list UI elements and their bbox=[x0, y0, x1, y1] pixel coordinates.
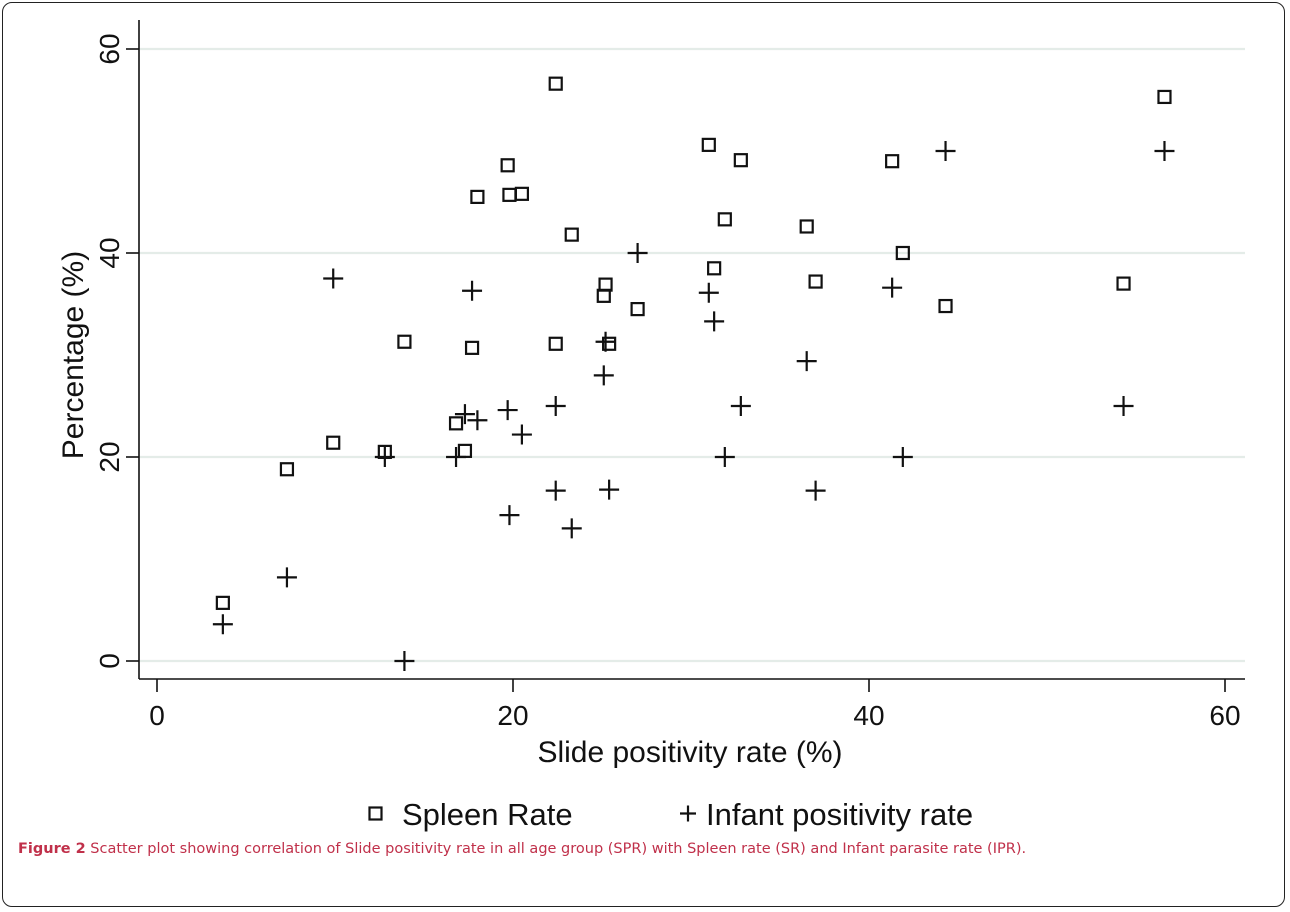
point-infant-positivity-rate-14 bbox=[561, 518, 582, 539]
point-spleen-rate-13 bbox=[548, 76, 563, 91]
legend: Spleen Rate Infant positivity rate bbox=[368, 797, 973, 832]
caption-text: Scatter plot showing correlation of Slid… bbox=[85, 841, 1027, 857]
point-infant-positivity-rate-24 bbox=[805, 480, 826, 501]
point-infant-positivity-rate-6 bbox=[454, 404, 475, 425]
point-spleen-rate-7 bbox=[464, 340, 480, 355]
x-tick-label-60: 60 bbox=[1209, 700, 1240, 731]
point-infant-positivity-rate-11 bbox=[511, 424, 532, 445]
point-spleen-rate-26 bbox=[895, 245, 910, 261]
point-infant-positivity-rate-10 bbox=[499, 505, 520, 526]
point-spleen-rate-16 bbox=[598, 277, 613, 292]
point-infant-positivity-rate-28 bbox=[1113, 396, 1134, 416]
axes bbox=[126, 20, 1245, 692]
point-infant-positivity-rate-18 bbox=[627, 243, 648, 263]
point-infant-positivity-rate-21 bbox=[714, 447, 735, 467]
legend-marker-infant-positivity-rate bbox=[680, 805, 696, 822]
point-infant-positivity-rate-3 bbox=[374, 447, 395, 467]
point-infant-positivity-rate-2 bbox=[323, 268, 344, 289]
grid-lines bbox=[139, 47, 1245, 663]
y-tick-label-60: 60 bbox=[94, 33, 125, 64]
x-tick-label-40: 40 bbox=[853, 700, 884, 731]
point-spleen-rate-0 bbox=[215, 595, 230, 610]
x-axis-label: Slide positivity rate (%) bbox=[537, 736, 842, 769]
legend-label-infant-positivity-rate: Infant positivity rate bbox=[706, 797, 973, 832]
point-spleen-rate-6 bbox=[457, 443, 473, 458]
point-infant-positivity-rate-13 bbox=[545, 480, 566, 501]
point-spleen-rate-28 bbox=[1116, 276, 1131, 291]
point-infant-positivity-rate-4 bbox=[394, 651, 415, 671]
point-spleen-rate-5 bbox=[448, 416, 464, 431]
point-infant-positivity-rate-17 bbox=[599, 479, 620, 500]
legend-marker-spleen-rate bbox=[368, 806, 383, 821]
point-infant-positivity-rate-7 bbox=[462, 280, 483, 301]
point-infant-positivity-rate-20 bbox=[704, 311, 725, 332]
point-spleen-rate-27 bbox=[938, 298, 953, 314]
point-infant-positivity-rate-19 bbox=[698, 282, 719, 303]
point-spleen-rate-22 bbox=[733, 153, 748, 168]
figure-caption: Figure 2 Scatter plot showing correlatio… bbox=[18, 838, 1270, 861]
caption-label: Figure 2 bbox=[18, 841, 86, 857]
point-spleen-rate-25 bbox=[885, 154, 900, 169]
point-infant-positivity-rate-16 bbox=[595, 331, 616, 352]
y-axis-label: Percentage (%) bbox=[57, 251, 90, 459]
point-spleen-rate-18 bbox=[630, 302, 645, 317]
point-infant-positivity-rate-23 bbox=[796, 351, 817, 372]
y-tick-label-40: 40 bbox=[94, 237, 125, 268]
point-infant-positivity-rate-25 bbox=[882, 277, 903, 298]
x-tick-label-0: 0 bbox=[149, 700, 165, 731]
point-infant-positivity-rate-27 bbox=[935, 141, 956, 161]
point-spleen-rate-20 bbox=[707, 261, 722, 276]
point-infant-positivity-rate-22 bbox=[730, 396, 751, 416]
point-spleen-rate-19 bbox=[701, 137, 716, 152]
legend-label-spleen-rate: Spleen Rate bbox=[402, 797, 573, 832]
point-infant-positivity-rate-12 bbox=[545, 396, 566, 416]
point-infant-positivity-rate-8 bbox=[467, 410, 488, 431]
scatter-chart: 0 20 40 60 0 20 40 60 Slide positivity rate (%)… bbox=[57, 20, 1245, 832]
point-infant-positivity-rate-5 bbox=[446, 447, 467, 467]
point-spleen-rate-8 bbox=[470, 189, 485, 204]
point-spleen-rate-1 bbox=[279, 462, 295, 477]
point-spleen-rate-12 bbox=[548, 336, 563, 351]
point-infant-positivity-rate-15 bbox=[593, 365, 614, 386]
point-infant-positivity-rate-29 bbox=[1154, 141, 1175, 161]
point-spleen-rate-10 bbox=[502, 187, 517, 202]
point-infant-positivity-rate-26 bbox=[892, 447, 913, 467]
point-infant-positivity-rate-0 bbox=[212, 614, 233, 635]
y-tick-label-20: 20 bbox=[94, 441, 125, 472]
x-tick-label-20: 20 bbox=[497, 700, 528, 731]
point-spleen-rate-9 bbox=[500, 158, 515, 173]
y-tick-label-0: 0 bbox=[94, 653, 125, 669]
data-points bbox=[212, 76, 1175, 671]
point-spleen-rate-14 bbox=[564, 227, 579, 242]
point-spleen-rate-23 bbox=[799, 219, 814, 234]
point-infant-positivity-rate-1 bbox=[276, 567, 297, 588]
point-spleen-rate-11 bbox=[514, 186, 530, 201]
tick-labels: 0 20 40 60 0 20 40 60 bbox=[94, 33, 1241, 731]
point-spleen-rate-24 bbox=[808, 274, 823, 289]
point-infant-positivity-rate-9 bbox=[497, 400, 518, 421]
point-spleen-rate-2 bbox=[326, 435, 341, 450]
point-spleen-rate-21 bbox=[717, 212, 732, 227]
point-spleen-rate-29 bbox=[1157, 89, 1172, 105]
point-spleen-rate-4 bbox=[397, 334, 412, 349]
point-spleen-rate-17 bbox=[602, 336, 617, 351]
